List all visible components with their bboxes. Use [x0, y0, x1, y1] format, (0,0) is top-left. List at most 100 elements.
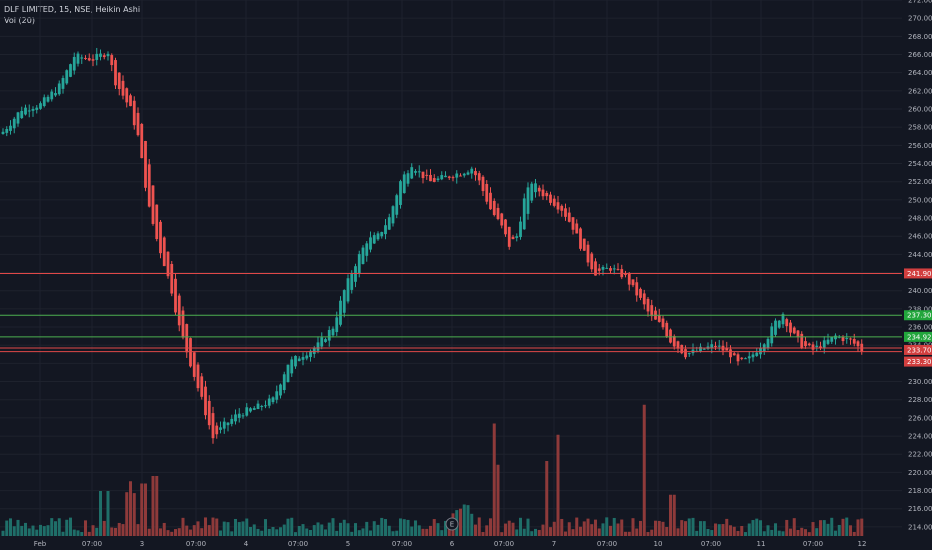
candle: [189, 337, 192, 368]
volume-bar: [759, 520, 762, 536]
candle: [331, 326, 335, 338]
volume-bar: [170, 531, 174, 536]
candle: [545, 190, 549, 201]
earnings-event-marker[interactable]: E: [445, 517, 459, 531]
candle: [834, 333, 837, 345]
candle: [661, 315, 665, 330]
volume-bar: [125, 492, 129, 536]
volume-bar: [826, 523, 830, 536]
volume-bar: [391, 531, 395, 536]
candle: [579, 227, 582, 251]
price-tick-label: 222.00: [908, 451, 932, 459]
candle: [489, 187, 492, 210]
volume-bar: [680, 520, 684, 536]
candle: [177, 293, 181, 332]
candle: [560, 204, 564, 217]
candle: [387, 213, 391, 231]
candle: [121, 75, 125, 100]
volume-bar: [380, 517, 384, 536]
volume-bar: [282, 524, 286, 536]
candle: [384, 219, 387, 240]
candle: [485, 180, 489, 205]
volume-bar: [204, 517, 207, 536]
candle: [511, 234, 515, 240]
candle: [271, 396, 275, 405]
candle: [564, 203, 567, 221]
price-tick-label: 252.00: [908, 178, 932, 186]
candle: [755, 348, 759, 357]
candle: [369, 231, 372, 253]
volume-bar: [249, 527, 252, 536]
volume-bar: [466, 505, 470, 536]
candle: [24, 104, 27, 116]
candle: [282, 371, 286, 394]
candle: [166, 251, 170, 279]
volume-bar: [639, 520, 642, 536]
volume-bar: [747, 523, 751, 536]
candle: [451, 175, 455, 182]
chart-legend: DLF LIMITED, 15, NSE, Heikin Ashi Vol (2…: [4, 4, 140, 26]
volume-bar: [207, 525, 211, 536]
candle: [136, 107, 140, 137]
volume-bar: [102, 520, 106, 536]
candle: [785, 317, 789, 333]
volume-bar: [519, 517, 522, 536]
candle: [204, 380, 207, 420]
volume-bar: [665, 527, 669, 536]
volume-bar: [800, 527, 804, 536]
volume-bar: [717, 524, 721, 536]
candle: [241, 412, 245, 419]
volume-bar: [279, 527, 282, 536]
volume-bar: [324, 529, 327, 536]
volume-bars: [1, 404, 864, 536]
candle: [346, 274, 350, 304]
volume-bar: [425, 528, 429, 536]
candle: [260, 404, 264, 411]
candle: [46, 94, 50, 103]
volume-bar: [129, 481, 132, 536]
volume-bar: [822, 520, 826, 536]
volume-bar: [586, 518, 590, 536]
candle: [350, 270, 354, 294]
candle: [710, 339, 714, 354]
candle: [207, 395, 211, 430]
volume-bar: [267, 528, 271, 536]
volume-bar: [740, 525, 744, 536]
candle: [455, 170, 459, 184]
volume-bar: [444, 520, 447, 536]
candle: [95, 47, 99, 66]
volume-bar: [575, 517, 579, 536]
candle: [706, 342, 710, 351]
volume-bar: [54, 521, 57, 536]
volume-bar: [219, 530, 222, 536]
volume-bar: [151, 476, 155, 536]
volume-bar: [841, 518, 845, 536]
volume-bar: [406, 519, 410, 536]
candle: [620, 264, 624, 280]
price-tick-label: 250.00: [908, 196, 932, 204]
candle: [586, 241, 590, 267]
volume-bar: [264, 519, 267, 536]
time-tick-label: 6: [450, 540, 455, 548]
candle: [84, 55, 87, 60]
price-tick-label: 244.00: [908, 251, 932, 259]
candle: [534, 178, 537, 198]
volume-bar: [211, 517, 215, 536]
volume-bar: [481, 532, 485, 536]
volume-bar: [181, 517, 185, 536]
volume-indicator-label[interactable]: Vol (20): [4, 16, 35, 25]
volume-bar: [489, 518, 492, 536]
svg-text:E: E: [450, 521, 454, 529]
volume-bar: [312, 525, 316, 536]
candle: [290, 356, 294, 377]
candle: [429, 169, 432, 182]
price-tick-label: 254.00: [908, 160, 932, 168]
volume-bar: [432, 519, 436, 536]
candle: [380, 231, 384, 239]
volume-bar: [567, 522, 571, 536]
volume-bar: [541, 524, 545, 536]
price-tag-resistance: 241.90: [904, 268, 932, 279]
candle: [125, 87, 129, 108]
candle: [132, 96, 136, 130]
